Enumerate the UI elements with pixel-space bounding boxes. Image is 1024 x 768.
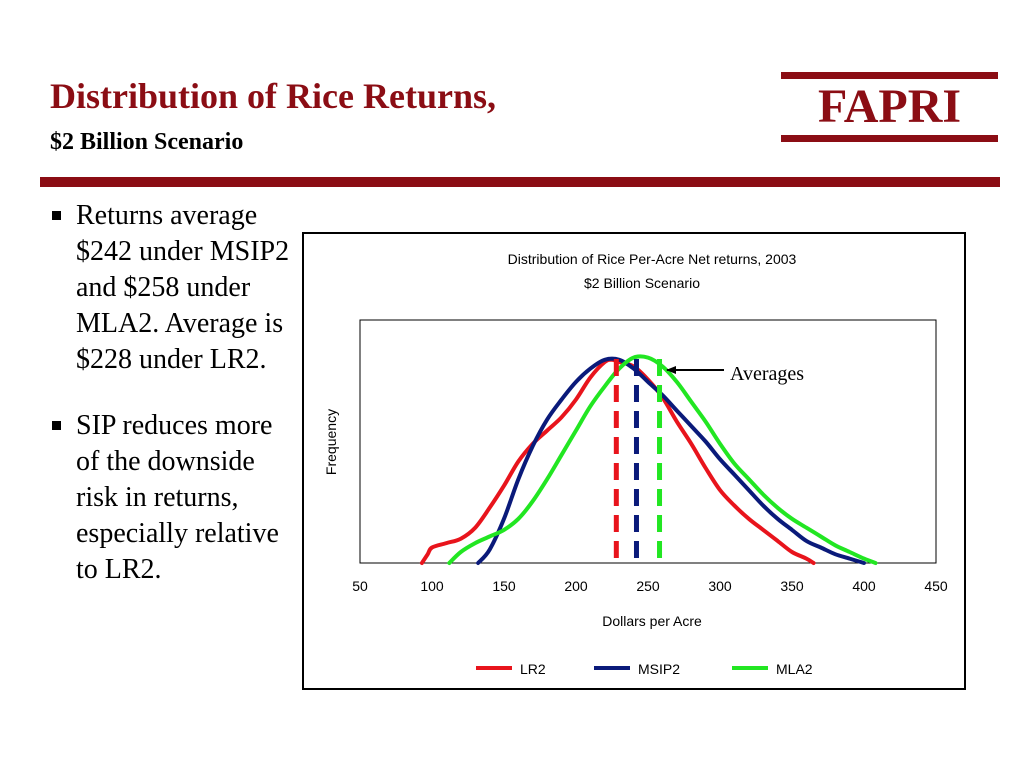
x-tick-label: 50 <box>352 578 368 594</box>
chart-subtitle: $2 Billion Scenario <box>584 275 700 291</box>
bullet-square-icon <box>52 421 61 430</box>
bullet-text: SIP reduces more of the downside risk in… <box>76 410 279 585</box>
logo-bottom-rule <box>781 135 998 142</box>
bullet-text: Returns average $242 under MSIP2 and $25… <box>76 200 290 375</box>
x-tick-label: 200 <box>564 578 588 594</box>
x-tick-label: 300 <box>708 578 732 594</box>
x-axis-ticks: 50 100 150 200 250 300 350 400 450 <box>352 578 948 594</box>
plot-area <box>359 319 937 564</box>
y-axis-label: Frequency <box>323 409 339 475</box>
title-divider <box>40 177 1000 187</box>
bullet-list: Returns average $242 under MSIP2 and $25… <box>46 198 301 588</box>
series-curves <box>419 354 878 565</box>
x-tick-label: 400 <box>852 578 876 594</box>
bullet-item: SIP reduces more of the downside risk in… <box>46 408 301 588</box>
bullet-square-icon <box>52 211 61 220</box>
x-tick-label: 250 <box>636 578 660 594</box>
legend-label-lr2: LR2 <box>520 661 546 677</box>
x-tick-label: 450 <box>924 578 948 594</box>
fapri-logo: FAPRI <box>781 72 998 142</box>
legend-label-msip2: MSIP2 <box>638 661 680 677</box>
logo-text: FAPRI <box>817 80 962 133</box>
averages-annotation: Averages <box>730 363 804 385</box>
bullet-item: Returns average $242 under MSIP2 and $25… <box>46 198 301 378</box>
chart-title: Distribution of Rice Per-Acre Net return… <box>508 251 797 267</box>
x-tick-label: 150 <box>492 578 516 594</box>
slide-subtitle: $2 Billion Scenario <box>50 129 244 155</box>
logo-top-rule <box>781 72 998 79</box>
chart-container: Distribution of Rice Per-Acre Net return… <box>302 232 966 690</box>
series-line-msip2 <box>476 356 866 565</box>
x-tick-label: 100 <box>420 578 444 594</box>
slide-title: Distribution of Rice Returns, <box>50 76 496 116</box>
distribution-chart: Distribution of Rice Per-Acre Net return… <box>323 251 948 677</box>
chart-legend: LR2 MSIP2 MLA2 <box>476 661 813 677</box>
average-lines <box>613 359 663 563</box>
x-axis-label: Dollars per Acre <box>602 613 702 629</box>
x-tick-label: 350 <box>780 578 804 594</box>
series-line-mla2 <box>447 354 878 565</box>
legend-label-mla2: MLA2 <box>776 661 813 677</box>
